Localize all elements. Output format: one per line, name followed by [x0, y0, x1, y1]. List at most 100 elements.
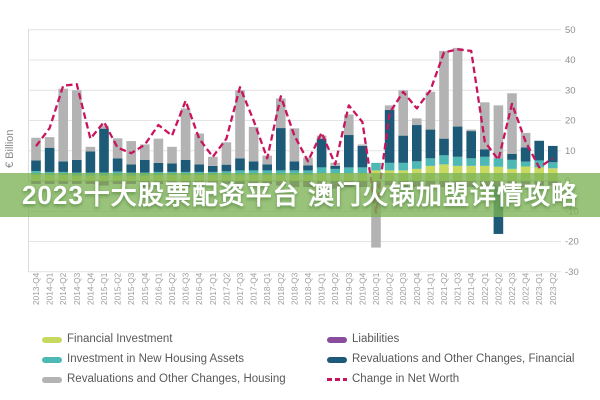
bar-segment: [466, 158, 476, 166]
bar-segment: [303, 165, 313, 171]
bar-segment: [520, 161, 531, 167]
financial-investment-swatch-icon: [42, 336, 62, 343]
bar-segment: [58, 88, 68, 162]
bar-segment: [303, 170, 313, 175]
y-axis-tick-label: 20: [565, 116, 576, 127]
bar-segment: [235, 170, 245, 175]
bar-segment: [221, 142, 232, 165]
net-worth-line: [35, 48, 554, 214]
bar-segment: [357, 167, 368, 174]
legend-column-right: Liabilities Revaluations and Other Chang…: [327, 333, 574, 393]
promo-banner-text: 2023十大股票配资平台 澳门火锅加盟详情攻略: [21, 180, 579, 210]
x-axis-tick-label: 2017-Q1: [208, 272, 218, 305]
x-axis-tick-label: 2019-Q4: [357, 272, 367, 305]
investment-new-housing-swatch-icon: [42, 356, 62, 363]
bar-segment: [316, 167, 327, 174]
bar-segment: [493, 105, 504, 159]
bar-segment: [480, 102, 490, 150]
x-axis-tick-label: 2016-Q4: [194, 272, 204, 305]
bar-segment: [58, 161, 68, 172]
bar-segment: [140, 144, 150, 160]
bar-segment: [194, 164, 204, 172]
x-axis-tick-label: 2021-Q4: [466, 272, 476, 305]
bar-segment: [112, 138, 123, 159]
bar-segment: [466, 131, 476, 159]
bar-segment: [262, 155, 272, 165]
x-axis-tick-label: 2015-Q1: [99, 272, 109, 305]
bar-segment: [412, 118, 422, 126]
bar-segment: [344, 135, 354, 168]
bar-segment: [452, 156, 463, 166]
bar-segment: [289, 170, 300, 175]
bar-segment: [439, 155, 449, 165]
bar-segment: [480, 156, 490, 166]
bar-segment: [439, 164, 449, 181]
x-axis-tick-label: 2021-Q1: [425, 272, 435, 305]
promo-banner-overlay[interactable]: 2023十大股票配资平台 澳门火锅加盟详情攻略: [0, 173, 600, 217]
bar-segment: [99, 128, 109, 173]
liabilities-swatch-icon: [327, 336, 347, 343]
y-axis-tick-label: -30: [565, 267, 579, 278]
bar-segment: [262, 164, 272, 171]
bar-segment: [384, 162, 395, 171]
legend-label: Liabilities: [352, 332, 400, 345]
legend-item-investment-new-housing: Investment in New Housing Assets: [42, 353, 286, 366]
bar-segment: [85, 146, 96, 152]
bar-segment: [194, 133, 204, 165]
bar-segment: [235, 90, 245, 159]
x-axis-tick-label: 2016-Q2: [167, 272, 177, 305]
bar-segment: [248, 170, 259, 175]
bar-segment: [466, 129, 476, 132]
x-axis-tick-label: 2015-Q2: [113, 272, 123, 305]
x-axis-tick-label: 2014-Q4: [85, 272, 95, 305]
bar-segment: [330, 168, 340, 174]
x-axis-tick-label: 2016-Q1: [153, 272, 163, 305]
y-axis-tick-label: 10: [565, 146, 576, 157]
bar-segment: [412, 161, 422, 169]
bar-segment: [507, 159, 517, 169]
bar-segment: [452, 126, 463, 157]
y-axis-tick-label: 50: [565, 25, 576, 36]
bar-segment: [316, 138, 327, 168]
bar-segment: [72, 159, 82, 173]
y-axis-tick-label: 30: [565, 85, 576, 96]
bar-segment: [425, 158, 436, 166]
bar-segment: [357, 144, 368, 146]
bar-segment: [480, 149, 490, 157]
x-axis-tick-label: 2019-Q1: [317, 272, 327, 305]
bar-segment: [276, 170, 286, 175]
x-axis-tick-label: 2016-Q3: [181, 272, 191, 305]
legend-label: Investment in New Housing Assets: [67, 352, 245, 365]
bar-segment: [507, 93, 517, 154]
revaluations-financial-swatch-icon: [327, 356, 347, 363]
bar-segment: [452, 47, 463, 127]
legend-item-revaluations-housing: Revaluations and Other Changes, Housing: [42, 373, 286, 386]
bar-segment: [534, 160, 544, 168]
x-axis-tick-label: 2022-Q4: [521, 272, 531, 305]
bar-segment: [180, 159, 191, 172]
bar-segment: [439, 138, 449, 156]
bar-segment: [44, 137, 55, 148]
x-axis-tick-label: 2015-Q4: [140, 272, 150, 305]
bar-segment: [112, 158, 123, 172]
bar-segment: [289, 128, 300, 162]
bar-segment: [398, 135, 408, 163]
bar-segment: [31, 171, 41, 175]
bar-segment: [221, 164, 232, 172]
bar-segment: [398, 162, 408, 171]
bar-segment: [208, 165, 218, 172]
x-axis-tick-label: 2018-Q2: [276, 272, 286, 305]
x-axis-tick-label: 2013-Q4: [31, 272, 41, 305]
x-axis-tick-label: 2019-Q2: [330, 272, 340, 305]
x-axis-tick-label: 2022-Q1: [480, 272, 490, 305]
bar-segment: [548, 145, 558, 163]
bar-segment: [507, 153, 517, 160]
bar-segment: [262, 170, 272, 175]
x-axis-tick-label: 2021-Q2: [439, 272, 449, 305]
bar-segment: [412, 125, 422, 162]
bar-segment: [72, 90, 82, 160]
bar-segment: [44, 147, 55, 172]
bar-segment: [425, 91, 436, 130]
x-axis-tick-label: 2014-Q3: [72, 272, 82, 305]
change-in-net-worth-dash-icon: [327, 378, 347, 381]
